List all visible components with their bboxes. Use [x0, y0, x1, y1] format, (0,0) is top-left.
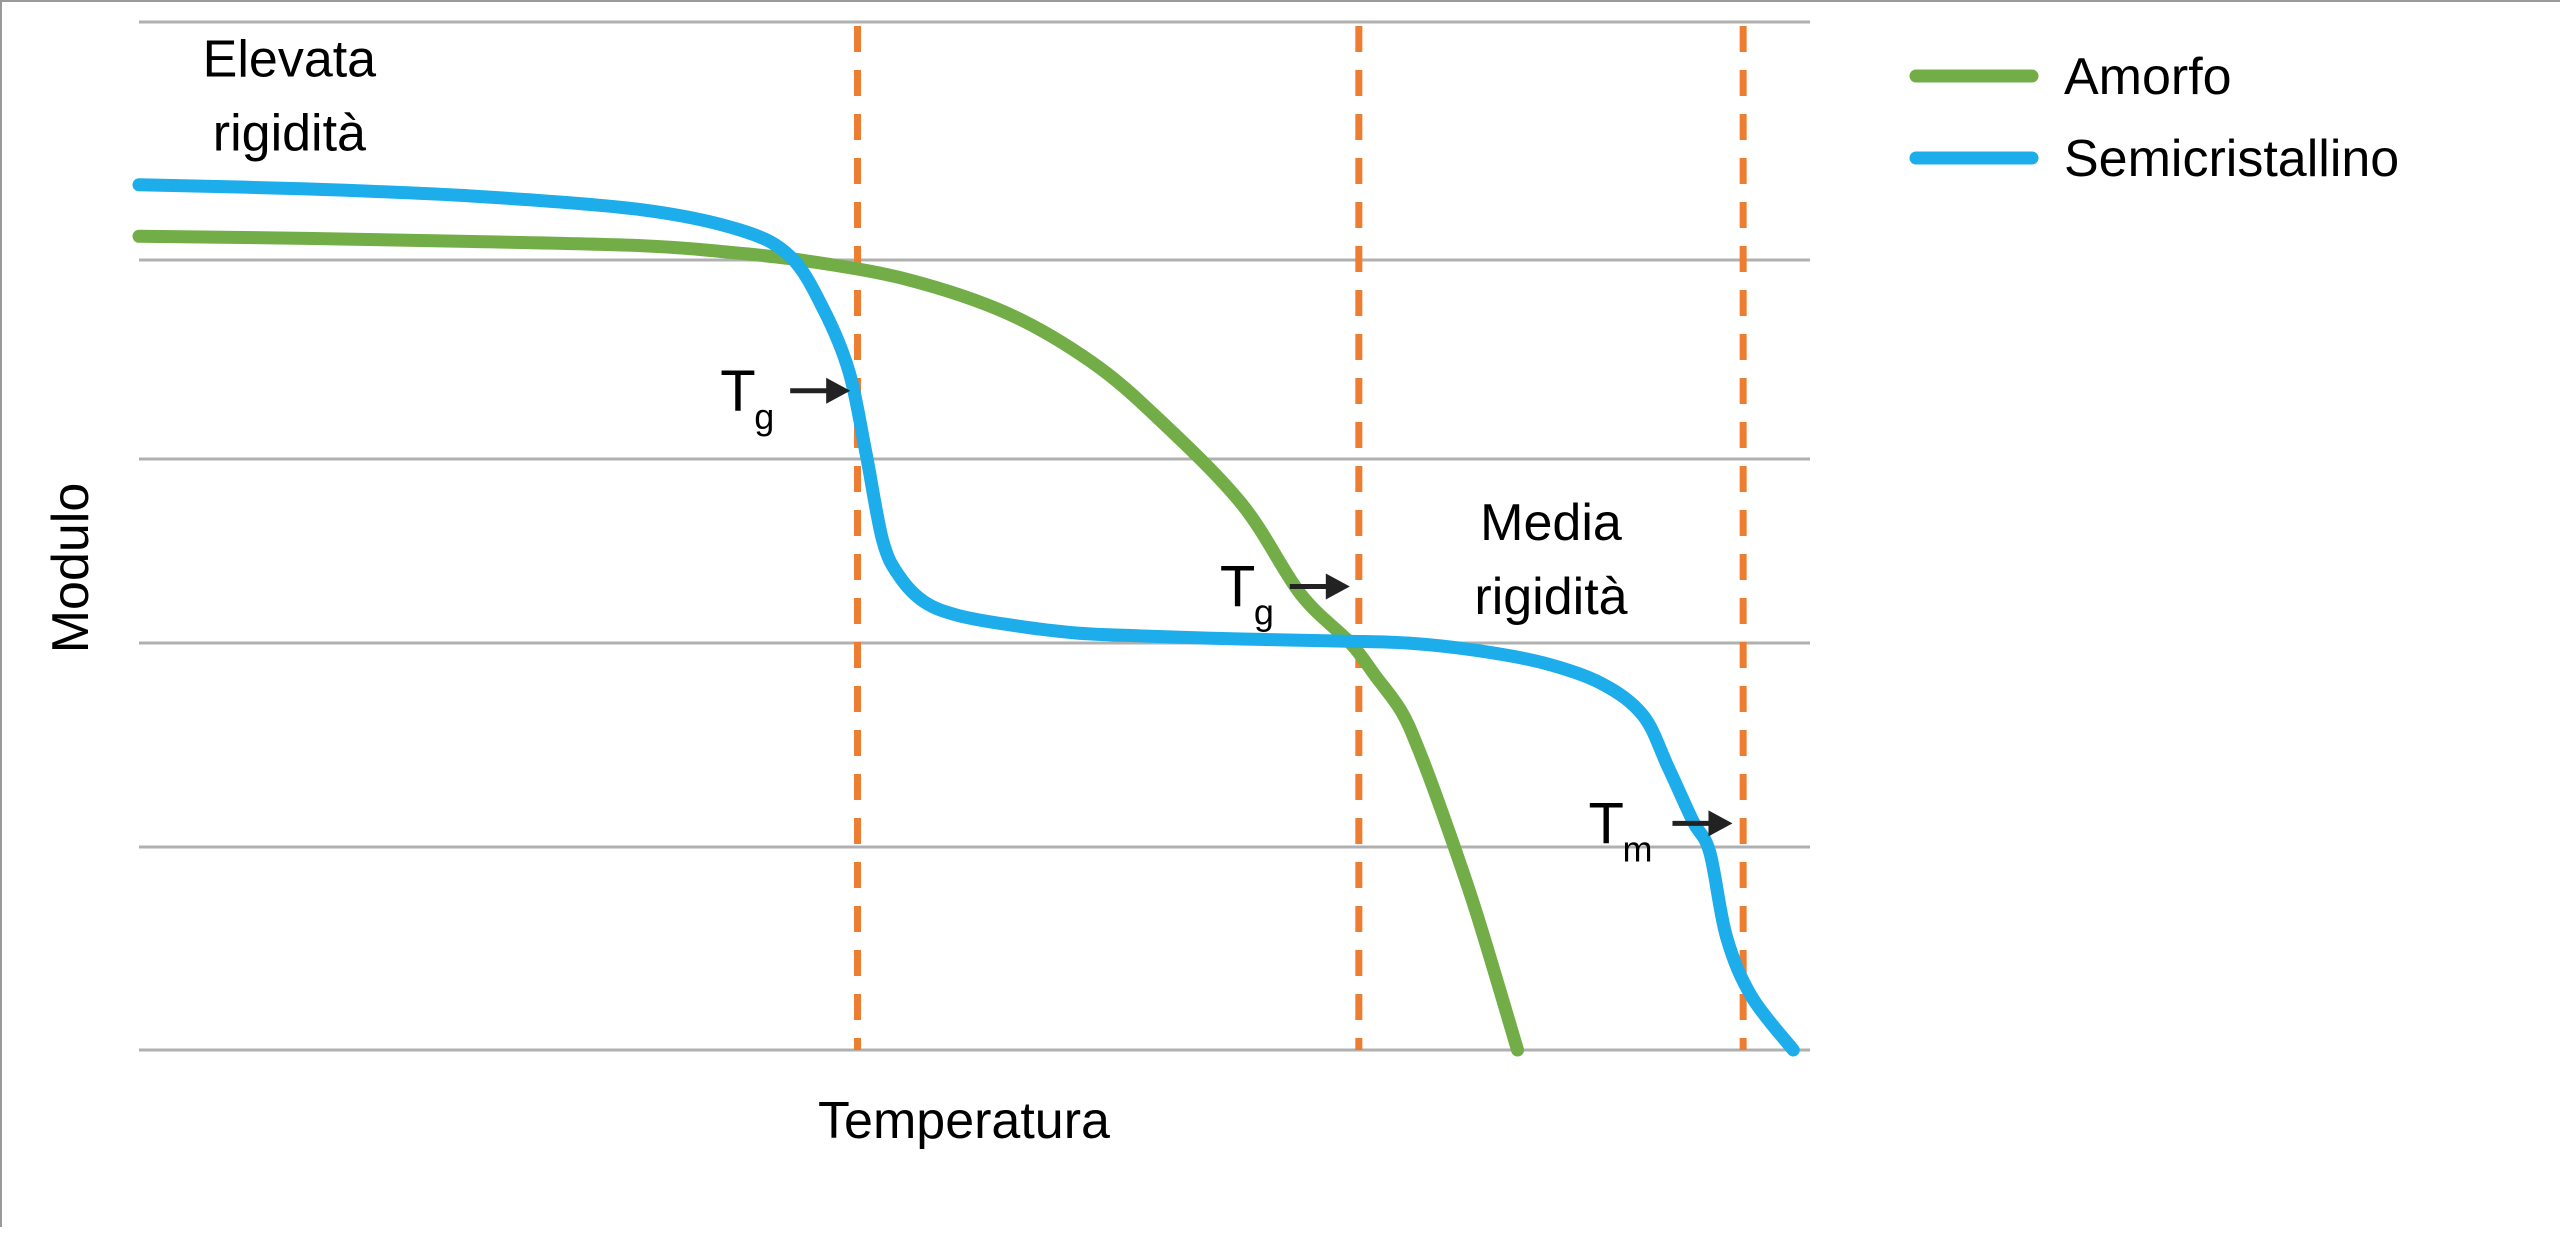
legend-label-amorfo: Amorfo: [2064, 48, 2232, 106]
arrow-head-3: [1325, 573, 1350, 600]
annotation-subscript-2: g: [754, 396, 774, 437]
y-axis-label: Modulo: [42, 483, 100, 654]
annotation-text-1-line1: Media: [1480, 494, 1622, 552]
reference-lines: [854, 26, 1747, 1050]
annotation-text-0-line1: Elevata: [203, 31, 377, 89]
x-axis-label: Temperatura: [818, 1092, 1110, 1150]
grid-lines: [139, 20, 1810, 1052]
series-lines: [132, 178, 1800, 1057]
annotation-text-0-line2: rigidità: [213, 105, 366, 163]
arrow-head-4: [1708, 810, 1733, 837]
annotation-subscript-4: m: [1622, 828, 1652, 869]
annotation-symbol-4: T: [1588, 791, 1623, 856]
legend: Amorfo Semicristallino: [1909, 48, 2399, 188]
annotation-subscript-3: g: [1254, 592, 1274, 633]
series-line-amorfo: [132, 229, 1525, 1057]
annotation-symbol-3: T: [1220, 555, 1255, 620]
arrow-head-2: [826, 377, 851, 404]
legend-label-semicristallino: Semicristallino: [2064, 130, 2399, 188]
series-line-semicristallino: [132, 178, 1800, 1057]
annotation-symbol-2: T: [720, 359, 755, 424]
annotation-text-1-line2: rigidità: [1474, 568, 1627, 626]
